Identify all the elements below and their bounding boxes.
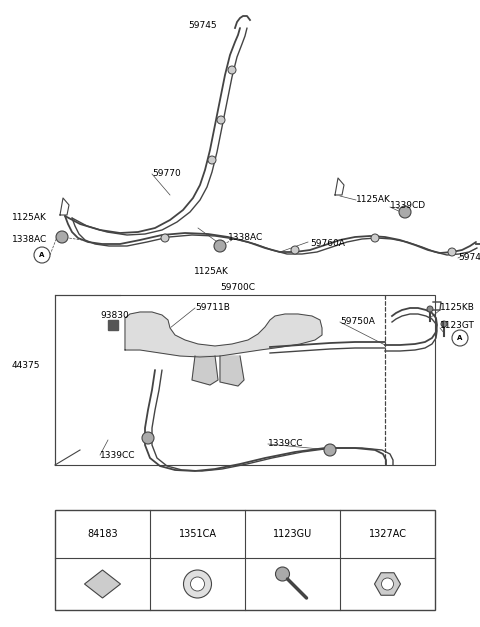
Bar [55,295,435,465]
Circle shape [448,248,456,256]
Text: 1123GT: 1123GT [440,322,475,330]
Text: A: A [39,252,45,258]
Circle shape [399,206,411,218]
Text: 1125AK: 1125AK [12,214,47,223]
Text: 1123GU: 1123GU [273,529,312,539]
Text: 1327AC: 1327AC [369,529,407,539]
Polygon shape [374,572,400,595]
Bar [55,510,435,610]
Text: 1339CC: 1339CC [268,440,303,448]
Text: 1339CC: 1339CC [100,451,135,460]
Circle shape [217,116,225,124]
Circle shape [371,234,379,242]
Text: 1338AC: 1338AC [228,233,263,243]
Text: 1125KB: 1125KB [440,303,475,312]
Text: 59711B: 59711B [195,303,230,312]
Text: A: A [457,335,463,341]
Text: 59760A: 59760A [310,240,345,248]
Circle shape [452,330,468,346]
Circle shape [382,578,394,590]
Text: 1125AK: 1125AK [194,268,229,277]
Circle shape [34,247,50,263]
Circle shape [214,240,226,252]
Text: 1125AK: 1125AK [356,196,391,204]
Circle shape [276,567,289,581]
Circle shape [291,246,299,254]
Text: 59700C: 59700C [220,283,255,293]
Circle shape [427,306,433,312]
Polygon shape [108,320,118,330]
Polygon shape [192,356,218,385]
Text: 44375: 44375 [12,361,40,369]
Text: 1338AC: 1338AC [12,236,47,245]
Text: 1339CD: 1339CD [390,201,426,209]
Polygon shape [220,356,244,386]
Circle shape [324,444,336,456]
Polygon shape [125,312,322,357]
Text: 84183: 84183 [87,529,118,539]
Circle shape [183,570,212,598]
Text: 1351CA: 1351CA [179,529,216,539]
Circle shape [56,231,68,243]
Text: 59745: 59745 [458,253,480,263]
Circle shape [191,577,204,591]
Text: 93830: 93830 [100,310,129,320]
Text: 59770: 59770 [152,169,181,179]
Circle shape [228,66,236,74]
Polygon shape [84,570,120,598]
Text: 59750A: 59750A [340,317,375,327]
Circle shape [142,432,154,444]
Circle shape [441,321,447,327]
Circle shape [161,234,169,242]
Text: 59745: 59745 [188,21,216,31]
Circle shape [208,156,216,164]
